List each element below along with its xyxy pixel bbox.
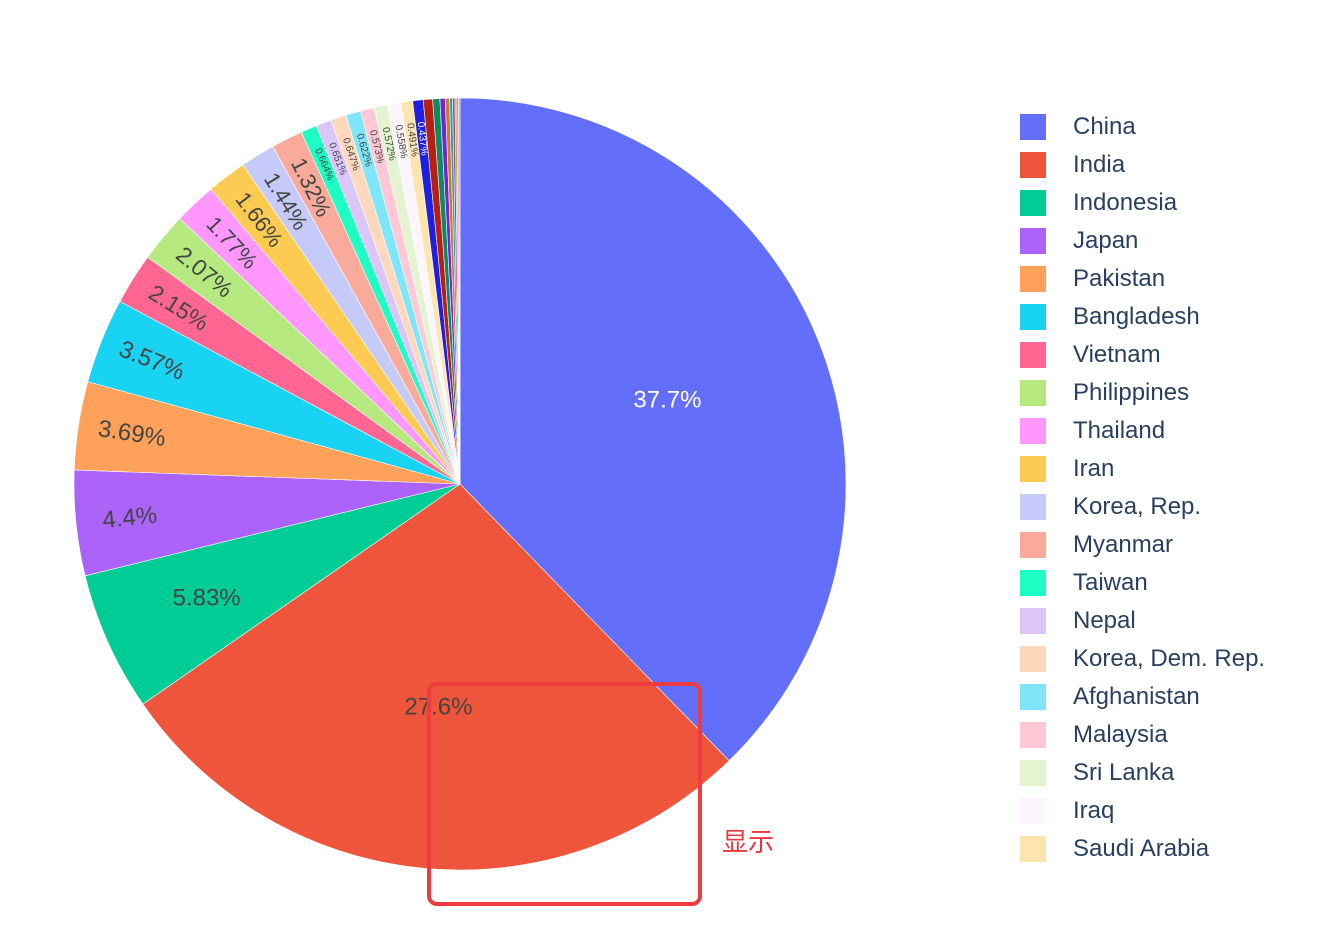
legend-item[interactable]: Saudi Arabia: [1020, 830, 1265, 868]
legend-item[interactable]: Sri Lanka: [1020, 754, 1265, 792]
legend-label: China: [1073, 113, 1136, 140]
legend-label: Sri Lanka: [1073, 759, 1175, 786]
legend-item[interactable]: Afghanistan: [1020, 678, 1265, 716]
legend-item[interactable]: Thailand: [1020, 412, 1265, 450]
legend-swatch: [1020, 190, 1046, 216]
legend-label: Iraq: [1073, 797, 1115, 824]
legend-label: Vietnam: [1073, 341, 1161, 368]
legend-label: Indonesia: [1073, 189, 1178, 216]
legend: China India Indonesia Japan Pakistan Banglade…: [1020, 108, 1265, 868]
legend-item[interactable]: Iraq: [1020, 792, 1265, 830]
legend-label: Saudi Arabia: [1073, 835, 1210, 862]
slice-label-saudi-arabia: 0.491%: [404, 122, 420, 157]
legend-item[interactable]: Pakistan: [1020, 260, 1265, 298]
legend-swatch: [1020, 684, 1046, 710]
highlight-box: [427, 682, 702, 906]
highlight-note: 显示: [722, 828, 775, 858]
legend-swatch: [1020, 836, 1046, 862]
pie-slice-china[interactable]: [459, 97, 847, 762]
slice-label-china: 37.7%: [633, 386, 701, 413]
legend-swatch: [1020, 342, 1046, 368]
legend-item[interactable]: Myanmar: [1020, 526, 1265, 564]
legend-label: India: [1073, 151, 1126, 178]
legend-item[interactable]: Vietnam: [1020, 336, 1265, 374]
legend-label: Bangladesh: [1073, 303, 1200, 330]
legend-label: Afghanistan: [1073, 683, 1200, 710]
legend-item[interactable]: Korea, Rep.: [1020, 488, 1265, 526]
slice-label-item-20: 0.437%: [415, 121, 430, 156]
legend-item[interactable]: China: [1020, 108, 1265, 146]
legend-swatch: [1020, 266, 1046, 292]
slice-label-india: 27.6%: [404, 693, 472, 720]
pie-slice-indonesia[interactable]: [84, 483, 461, 705]
legend-swatch: [1020, 760, 1046, 786]
legend-swatch: [1020, 570, 1046, 596]
pie-slice-india[interactable]: [142, 483, 730, 871]
legend-label: Korea, Dem. Rep.: [1073, 645, 1266, 672]
legend-swatch: [1020, 608, 1046, 634]
legend-item[interactable]: Iran: [1020, 450, 1265, 488]
pie-slices: [73, 97, 847, 871]
legend-item[interactable]: Philippines: [1020, 374, 1265, 412]
legend-label: Japan: [1073, 227, 1139, 254]
legend-item[interactable]: Malaysia: [1020, 716, 1265, 754]
legend-label: Iran: [1073, 455, 1115, 482]
legend-label: Pakistan: [1073, 265, 1166, 292]
slice-label-japan: 4.4%: [101, 502, 158, 534]
legend-swatch: [1020, 152, 1046, 178]
legend-label: Nepal: [1073, 607, 1136, 634]
legend-swatch: [1020, 418, 1046, 444]
legend-label: Myanmar: [1073, 531, 1174, 558]
legend-item[interactable]: Indonesia: [1020, 184, 1265, 222]
legend-label: Philippines: [1073, 379, 1190, 406]
legend-item[interactable]: Bangladesh: [1020, 298, 1265, 336]
legend-swatch: [1020, 304, 1046, 330]
legend-swatch: [1020, 114, 1046, 140]
pie-slice-item-29[interactable]: [458, 97, 461, 485]
legend-swatch: [1020, 798, 1046, 824]
legend-label: Malaysia: [1073, 721, 1168, 748]
legend-item[interactable]: Taiwan: [1020, 564, 1265, 602]
legend-swatch: [1020, 646, 1046, 672]
legend-swatch: [1020, 532, 1046, 558]
legend-swatch: [1020, 380, 1046, 406]
legend-item[interactable]: India: [1020, 146, 1265, 184]
legend-item[interactable]: Japan: [1020, 222, 1265, 260]
legend-swatch: [1020, 722, 1046, 748]
slice-label-indonesia: 5.83%: [173, 585, 241, 612]
legend-item[interactable]: Nepal: [1020, 602, 1265, 640]
legend-swatch: [1020, 494, 1046, 520]
legend-label: Taiwan: [1073, 569, 1148, 596]
legend-swatch: [1020, 456, 1046, 482]
legend-swatch: [1020, 228, 1046, 254]
legend-label: Korea, Rep.: [1073, 493, 1202, 520]
legend-item[interactable]: Korea, Dem. Rep.: [1020, 640, 1265, 678]
legend-label: Thailand: [1073, 417, 1166, 444]
